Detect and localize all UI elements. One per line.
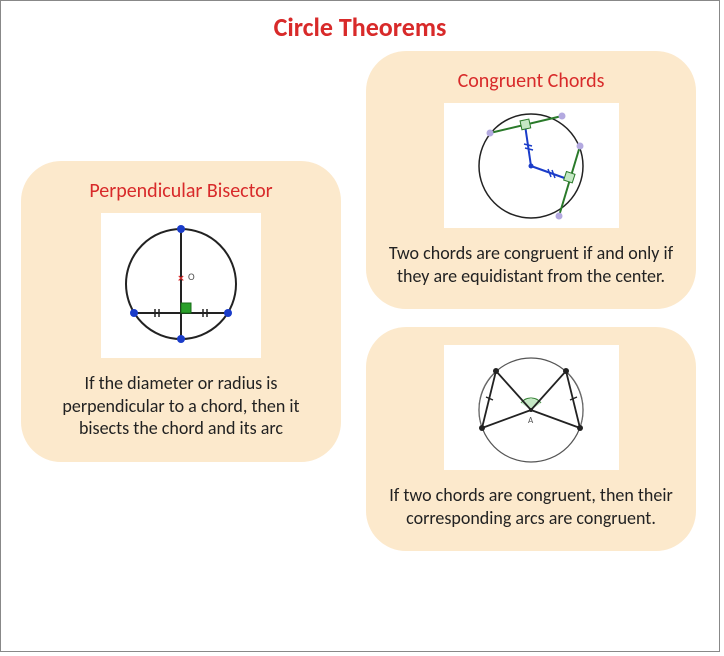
congruent-chords-card: Congruent Chords <box>366 51 696 309</box>
left-column: Perpendicular Bisector <box>21 51 341 462</box>
card-text: If two chords are congruent, then their … <box>384 484 678 529</box>
content-row: Perpendicular Bisector <box>1 51 719 551</box>
card-title: Congruent Chords <box>384 69 678 93</box>
card-text: Two chords are congruent if and only if … <box>384 242 678 287</box>
page-title: Circle Theorems <box>1 11 719 43</box>
svg-text:×: × <box>178 272 184 286</box>
perpendicular-bisector-diagram: × O <box>101 213 261 358</box>
right-column: Congruent Chords <box>366 51 696 551</box>
congruent-arcs-diagram: A <box>444 345 619 470</box>
perpendicular-bisector-card: Perpendicular Bisector <box>21 161 341 462</box>
congruent-arcs-card: A If two chords are congruent, then thei… <box>366 327 696 551</box>
center-label: O <box>188 270 195 283</box>
card-text: If the diameter or radius is perpendicul… <box>39 372 323 440</box>
page-container: Circle Theorems Perpendicular Bisector <box>0 0 720 652</box>
perp-bisector-svg: × O <box>106 216 256 356</box>
congruent-chords-svg <box>446 106 616 226</box>
card-title: Perpendicular Bisector <box>39 179 323 203</box>
center-label: A <box>528 415 534 426</box>
congruent-arcs-svg: A <box>444 348 619 468</box>
congruent-chords-diagram <box>444 103 619 228</box>
